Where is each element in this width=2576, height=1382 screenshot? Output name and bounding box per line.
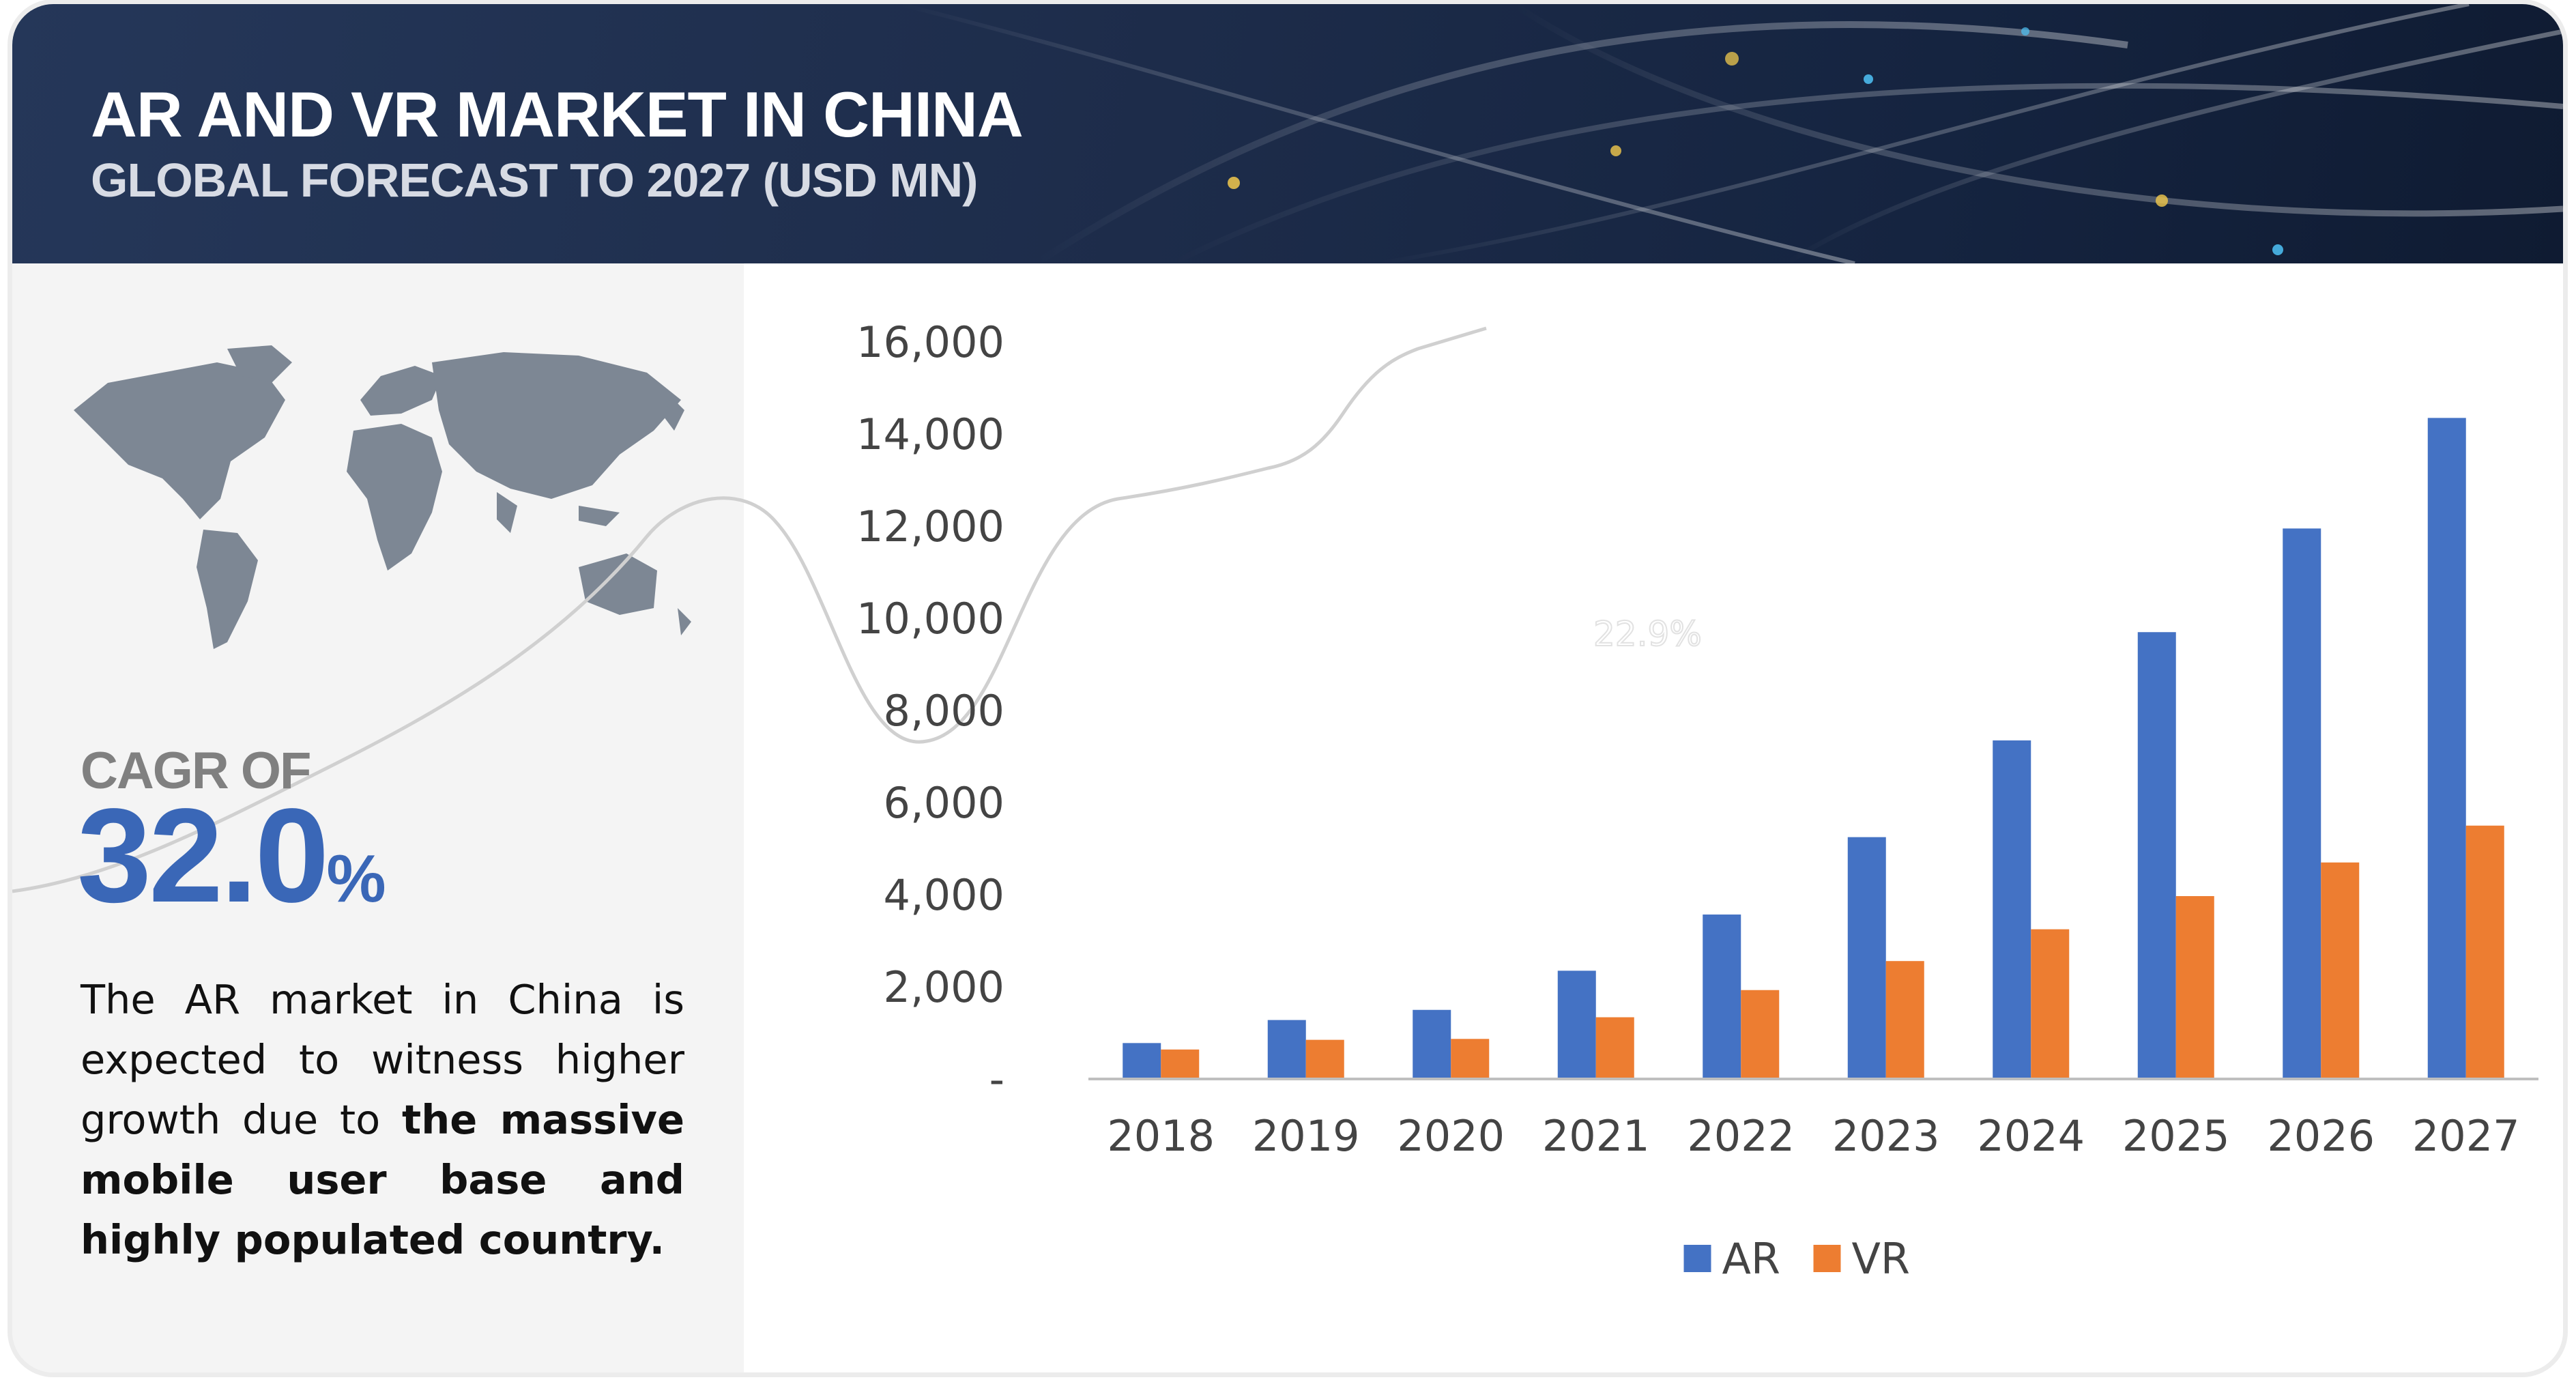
x-tick-label: 2023 xyxy=(1832,1111,1940,1161)
cagr-label: CAGR OF xyxy=(81,742,311,800)
legend-swatch-ar xyxy=(1683,1245,1711,1272)
bar-ar-2027 xyxy=(2427,418,2466,1079)
legend-label-vr: VR xyxy=(1852,1234,1911,1284)
bar-vr-2022 xyxy=(1741,990,1780,1079)
x-tick-label: 2025 xyxy=(2122,1111,2230,1161)
x-axis: 2018 2019 2020 2021 2022 2023 2024 2025 2026 2027 xyxy=(1107,1111,2519,1161)
bar-vr-2025 xyxy=(2175,896,2214,1079)
legend-swatch-vr xyxy=(1813,1245,1841,1272)
summary-panel: CAGR OF 32.0% The AR market in China is … xyxy=(12,263,1487,1372)
cagr-value: 32.0% xyxy=(77,789,386,923)
x-tick-label: 2018 xyxy=(1107,1111,1215,1161)
x-tick-label: 2026 xyxy=(2267,1111,2375,1161)
page-title: AR AND VR MARKET IN CHINA xyxy=(91,78,1024,150)
bar-ar-2019 xyxy=(1267,1020,1306,1079)
cagr-number: 32.0 xyxy=(77,781,329,930)
bar-ar-2024 xyxy=(1993,740,2031,1079)
bar-chart: 22.9% - 2,000 4,000 6,000 8,000 10,000 12,000 1… xyxy=(856,317,2538,1284)
x-tick-label: 2020 xyxy=(1397,1111,1505,1161)
infographic-card: AR AND VR MARKET IN CHINA GLOBAL FORECAS… xyxy=(12,4,2563,1372)
bar-ar-2020 xyxy=(1413,1009,1451,1079)
description-text: The AR market in China is expected to wi… xyxy=(81,976,684,1143)
y-axis: - 2,000 4,000 6,000 8,000 10,000 12,000 14,000 1… xyxy=(856,317,1004,1104)
bar-vr-2027 xyxy=(2465,825,2504,1079)
legend-label-ar: AR xyxy=(1722,1234,1781,1284)
x-tick-label: 2022 xyxy=(1687,1111,1795,1161)
y-tick-label: 6,000 xyxy=(884,778,1005,828)
cagr-percent-sign: % xyxy=(326,841,386,916)
bar-ar-2022 xyxy=(1703,915,1741,1079)
y-tick-label: 16,000 xyxy=(856,317,1004,367)
bar-ar-2018 xyxy=(1123,1043,1161,1079)
bar-ar-2021 xyxy=(1557,970,1596,1079)
chart-annotation: 22.9% xyxy=(1593,614,1702,654)
x-tick-label: 2021 xyxy=(1542,1111,1650,1161)
bar-ar-2025 xyxy=(2137,632,2176,1079)
header-background-art xyxy=(899,4,2563,263)
y-tick-label: 8,000 xyxy=(884,686,1005,736)
y-tick-label: 10,000 xyxy=(856,594,1004,644)
header-banner: AR AND VR MARKET IN CHINA GLOBAL FORECAS… xyxy=(12,4,2563,263)
bar-vr-2023 xyxy=(1885,961,1924,1079)
chart-legend: AR VR xyxy=(1683,1234,1911,1284)
bar-vr-2020 xyxy=(1451,1039,1490,1079)
y-tick-label: 2,000 xyxy=(884,962,1005,1012)
bar-vr-2021 xyxy=(1595,1017,1634,1079)
y-tick-label: - xyxy=(989,1054,1004,1104)
x-tick-label: 2024 xyxy=(1977,1111,2085,1161)
y-tick-label: 14,000 xyxy=(856,409,1004,459)
bar-vr-2026 xyxy=(2321,862,2360,1079)
page-subtitle: GLOBAL FORECAST TO 2027 (USD MN) xyxy=(91,154,978,207)
bar-vr-2024 xyxy=(2031,929,2070,1079)
market-description: The AR market in China is expected to wi… xyxy=(81,970,684,1270)
x-tick-label: 2027 xyxy=(2412,1111,2520,1161)
y-tick-label: 12,000 xyxy=(856,502,1004,551)
bar-vr-2018 xyxy=(1161,1049,1200,1079)
bar-ar-2026 xyxy=(2283,528,2321,1079)
description-emphasis: the massive mobile user base and highly … xyxy=(81,1096,684,1263)
world-map-icon xyxy=(74,345,691,649)
plot-area xyxy=(1123,418,2504,1079)
y-tick-label: 4,000 xyxy=(884,870,1005,920)
bar-vr-2019 xyxy=(1305,1039,1344,1079)
bar-ar-2023 xyxy=(1847,837,1886,1079)
x-tick-label: 2019 xyxy=(1252,1111,1360,1161)
